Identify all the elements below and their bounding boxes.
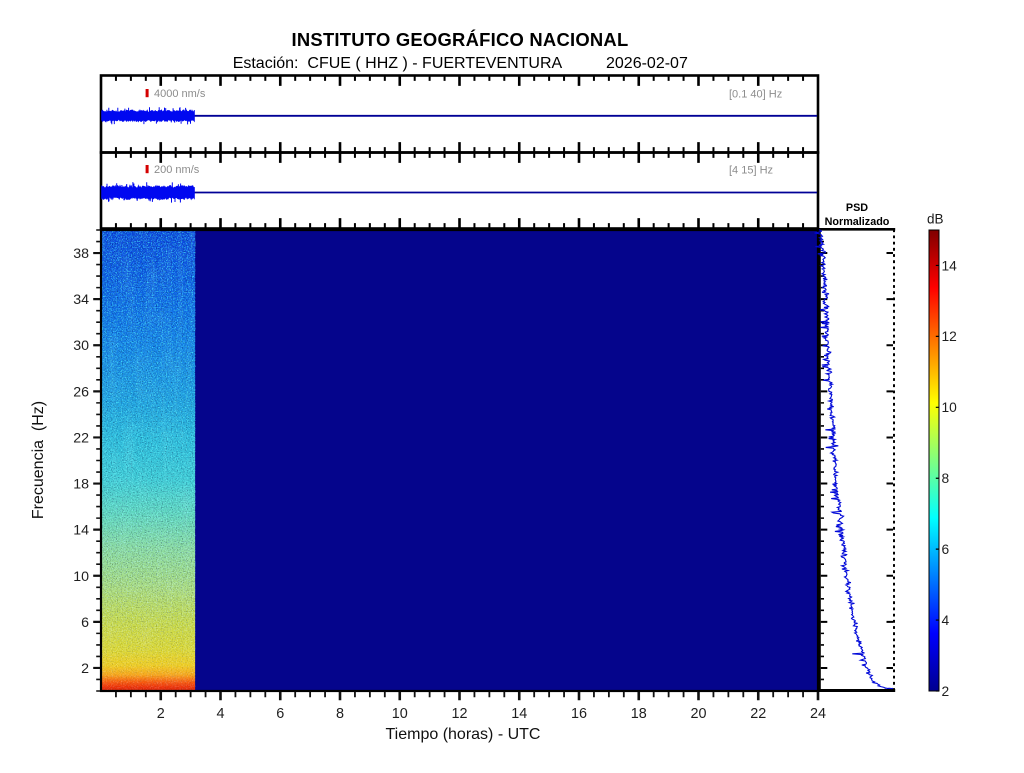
svg-text:16: 16 <box>571 706 587 722</box>
svg-text:18: 18 <box>631 706 647 722</box>
svg-text:10: 10 <box>73 569 89 585</box>
svg-text:14: 14 <box>511 706 527 722</box>
svg-text:12: 12 <box>942 329 957 344</box>
svg-text:34: 34 <box>73 292 89 308</box>
svg-text:PSD: PSD <box>846 202 868 214</box>
svg-text:6: 6 <box>942 542 950 557</box>
svg-text:2: 2 <box>942 684 950 699</box>
svg-text:20: 20 <box>690 706 706 722</box>
svg-text:Estación: CFUE ( HHZ ) - FUER: Estación: CFUE ( HHZ ) - FUERTEVENTURA <box>233 55 563 72</box>
svg-text:[4 15] Hz: [4 15] Hz <box>729 165 773 177</box>
svg-text:14: 14 <box>73 523 89 539</box>
svg-text:6: 6 <box>276 706 284 722</box>
svg-text:26: 26 <box>73 384 89 400</box>
svg-text:10: 10 <box>392 706 408 722</box>
svg-text:18: 18 <box>73 477 89 493</box>
svg-text:200 nm/s: 200 nm/s <box>154 164 200 176</box>
svg-text:4000 nm/s: 4000 nm/s <box>154 88 206 100</box>
svg-text:12: 12 <box>451 706 467 722</box>
svg-text:2: 2 <box>81 661 89 677</box>
svg-text:10: 10 <box>942 400 958 415</box>
svg-text:INSTITUTO GEOGRÁFICO NACIONAL: INSTITUTO GEOGRÁFICO NACIONAL <box>292 29 629 50</box>
svg-text:6: 6 <box>81 615 89 631</box>
svg-text:14: 14 <box>942 258 958 273</box>
svg-text:[0.1 40] Hz: [0.1 40] Hz <box>729 89 782 101</box>
svg-text:30: 30 <box>73 338 89 354</box>
svg-text:8: 8 <box>942 471 950 486</box>
svg-text:38: 38 <box>73 246 89 262</box>
svg-text:2026-02-07: 2026-02-07 <box>606 55 688 72</box>
svg-text:Tiempo (horas) - UTC: Tiempo (horas) - UTC <box>386 726 541 743</box>
svg-text:4: 4 <box>216 706 224 722</box>
svg-text:Frecuencia (Hz): Frecuencia (Hz) <box>30 401 47 519</box>
svg-text:24: 24 <box>810 706 826 722</box>
svg-text:2: 2 <box>157 706 165 722</box>
svg-text:dB: dB <box>927 212 944 227</box>
svg-text:22: 22 <box>750 706 766 722</box>
svg-text:22: 22 <box>73 430 89 446</box>
svg-text:Normalizado: Normalizado <box>825 216 890 228</box>
svg-text:8: 8 <box>336 706 344 722</box>
svg-text:4: 4 <box>942 613 950 628</box>
